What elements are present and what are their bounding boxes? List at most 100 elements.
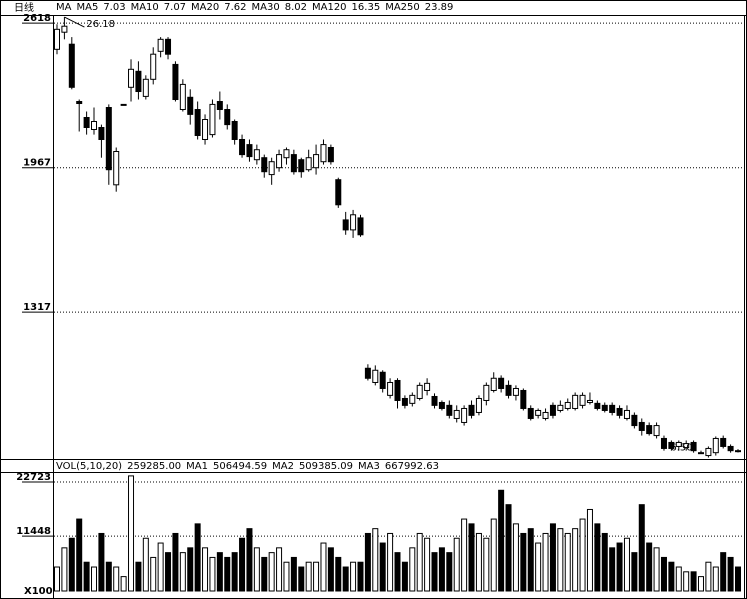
candle-body [653, 425, 660, 437]
candle-body [505, 384, 512, 396]
candle-body [594, 402, 601, 409]
candle-body [165, 38, 172, 55]
volume-bar [209, 556, 216, 592]
volume-bar [246, 528, 253, 592]
volume-bar [76, 518, 83, 592]
volume-bar [54, 566, 60, 592]
candle-body [668, 441, 675, 449]
candle-body [61, 25, 68, 33]
annotation: 6.50 [670, 443, 692, 454]
volume-bar [572, 528, 579, 592]
indicator-text: MA10 [131, 2, 159, 13]
candle-body [431, 395, 438, 406]
candle-body [290, 154, 297, 173]
volume-bar [601, 532, 608, 592]
candle-body [712, 437, 719, 454]
candle-body [727, 445, 734, 452]
candle-body [379, 371, 386, 389]
candle-body [98, 126, 105, 140]
volume-bar [549, 523, 556, 592]
volume-bar [431, 552, 438, 592]
candle-body [453, 409, 460, 419]
candle-body [660, 437, 667, 449]
volume-bar [409, 547, 416, 592]
y-tick-label: 1317 [23, 302, 51, 313]
volume-bar [313, 561, 320, 592]
volume-bar [468, 523, 475, 592]
candle-body [490, 377, 497, 391]
volume-bar [675, 566, 682, 592]
candle-body [372, 369, 379, 383]
volume-bar [68, 537, 75, 592]
indicator-text: 7.07 [164, 2, 186, 13]
annotation-pointer [64, 16, 85, 28]
volume-bar [483, 537, 490, 592]
indicator-text: 509385.09 [299, 461, 353, 472]
candle-body [76, 101, 83, 105]
candle-body [364, 367, 371, 379]
volume-bar [623, 537, 630, 592]
volume-bar [638, 504, 645, 592]
candle-body [683, 443, 690, 449]
y-tick-label: 1967 [23, 158, 51, 169]
candle-body [572, 394, 579, 409]
candle-body [231, 121, 238, 140]
candle-body [194, 109, 201, 136]
volume-bar [150, 556, 157, 592]
y-tick-label: 11448 [16, 526, 51, 537]
volume-bar [564, 532, 571, 592]
indicator-text: 16.35 [352, 2, 381, 13]
candle-body [609, 404, 616, 413]
volume-bar [379, 542, 386, 592]
volume-bar [105, 561, 112, 592]
volume-bar [216, 552, 223, 592]
volume-bar [705, 561, 712, 592]
volume-bar [342, 566, 349, 592]
indicator-text: MA30 [252, 2, 280, 13]
unit-label: X100 [24, 586, 53, 597]
candle-body [475, 397, 482, 413]
candle-body [535, 409, 542, 416]
candle-body [54, 28, 60, 50]
candle-body [498, 377, 505, 389]
candle-body [135, 70, 142, 93]
volume-bar [424, 537, 431, 592]
candle-body [512, 387, 519, 396]
volume-bar [527, 528, 534, 592]
indicator-text: 259285.00 [127, 461, 181, 472]
candle-body [105, 107, 112, 171]
indicator-text: VOL(5,10,20) [56, 461, 122, 472]
volume-bar [490, 518, 497, 592]
candle-body [172, 63, 179, 101]
candle-body [461, 407, 468, 423]
volume-bar [290, 556, 297, 592]
candle-body [335, 179, 342, 206]
candle-body [631, 414, 638, 427]
candle-body [320, 144, 327, 163]
candle-body [468, 404, 475, 416]
candle-body [91, 121, 98, 130]
candle-body [216, 101, 223, 111]
volume-bar [727, 556, 734, 592]
candle-body [424, 382, 431, 391]
volume-bar [83, 561, 90, 592]
candle-body [253, 149, 260, 161]
indicator-text: 667992.63 [385, 461, 439, 472]
candle-body [409, 394, 416, 404]
volume-bar [387, 532, 394, 592]
indicator-text: MA250 [385, 2, 420, 13]
indicator-text: 7.62 [224, 2, 246, 13]
candle-body [224, 109, 231, 126]
candle-body [705, 447, 712, 457]
volume-bar [179, 552, 186, 592]
volume-bar [594, 523, 601, 592]
volume-bar [165, 552, 172, 592]
candle-body [735, 450, 741, 453]
candle-body [268, 161, 275, 176]
candle-body [586, 399, 593, 403]
candle-body [675, 441, 682, 447]
candle-body [68, 43, 75, 88]
indicator-text: MA3 [358, 461, 380, 472]
